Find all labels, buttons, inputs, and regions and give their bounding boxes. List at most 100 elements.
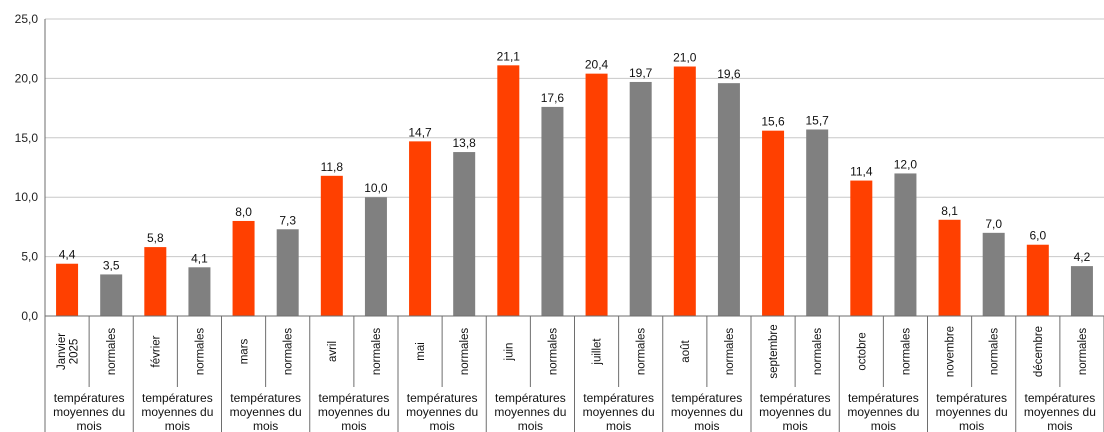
group-label-line: moyennes du (671, 405, 743, 419)
data-label: 14,7 (408, 125, 432, 139)
category-label-line: mai (415, 342, 427, 361)
bar-normal (806, 129, 829, 316)
group-label-line: moyennes du (230, 405, 302, 419)
category-label-line: octobre (856, 332, 868, 370)
group-label-line: mois (253, 419, 278, 432)
category-label-line: normales (194, 328, 206, 376)
group-label: températures moyennes du mois (53, 391, 125, 432)
data-label: 3,5 (103, 258, 120, 272)
category-label: septembre (768, 324, 780, 378)
group-label: températures moyennes du mois (141, 391, 213, 432)
group-label-line: températures (495, 391, 566, 405)
data-label: 4,2 (1074, 250, 1091, 264)
category-label: normales (283, 328, 295, 376)
y-tick-label: 0,0 (21, 309, 38, 323)
data-label: 15,7 (806, 113, 830, 127)
group-label: températures moyennes du mois (936, 391, 1008, 432)
category-label: normales (371, 328, 383, 376)
category-label: juin (503, 343, 515, 362)
category-label-line: mars (239, 338, 251, 364)
bar-measured (938, 219, 961, 316)
group-label-line: moyennes du (583, 405, 655, 419)
group-label: températures moyennes du mois (494, 391, 566, 432)
data-label: 13,8 (453, 136, 477, 150)
category-label-line: normales (636, 328, 648, 376)
category-label: avril (327, 341, 339, 362)
y-tick-label: 20,0 (15, 71, 39, 85)
group-label-line: températures (142, 391, 213, 405)
bar-measured (850, 180, 873, 316)
category-label-line: décembre (1033, 326, 1045, 377)
y-tick-label: 10,0 (15, 190, 39, 204)
category-label: normales (194, 328, 206, 376)
bar-measured (673, 66, 696, 317)
data-label: 15,6 (761, 115, 785, 129)
data-label: 4,1 (191, 251, 208, 265)
group-label: températures moyennes du mois (671, 391, 743, 432)
category-label: mai (415, 342, 427, 361)
bar-measured (409, 141, 432, 316)
bar-normal (894, 173, 917, 316)
category-label: normales (106, 328, 118, 376)
bar-normal (629, 81, 652, 317)
data-label: 11,8 (321, 160, 344, 174)
group-label-line: moyennes du (494, 405, 566, 419)
category-label: normales (900, 328, 912, 376)
group-label-line: températures (1025, 391, 1096, 405)
group-label-line: températures (583, 391, 654, 405)
bar-measured (320, 175, 343, 316)
category-label: normales (459, 328, 471, 376)
category-label-line: normales (989, 328, 1001, 376)
category-label-line: juillet (592, 338, 604, 366)
data-label: 19,7 (629, 66, 653, 80)
category-label: normales (636, 328, 648, 376)
group-label-line: moyennes du (406, 405, 478, 419)
group-label-line: mois (1047, 419, 1072, 432)
bar-normal (1070, 266, 1093, 316)
group-label-line: moyennes du (141, 405, 213, 419)
bar-normal (276, 229, 299, 316)
group-label-line: températures (407, 391, 478, 405)
category-label: octobre (856, 332, 868, 370)
data-label: 7,3 (279, 213, 296, 227)
y-axis-tick-labels: 0,0 5,0 10,0 15,0 20,0 25,0 (15, 12, 39, 323)
bars (56, 65, 1093, 317)
y-tick-label: 5,0 (21, 250, 38, 264)
group-label: températures moyennes du mois (318, 391, 390, 432)
group-label-line: températures (672, 391, 743, 405)
group-label-line: mois (76, 419, 101, 432)
category-label-line: normales (900, 328, 912, 376)
axes (44, 19, 1104, 432)
group-label-line: mois (606, 419, 631, 432)
bar-normal (982, 232, 1005, 316)
data-label: 5,8 (147, 231, 164, 245)
bar-measured (56, 263, 79, 316)
data-label: 10,0 (364, 181, 388, 195)
category-label: normales (989, 328, 1001, 376)
category-label: normales (812, 328, 824, 376)
bar-measured (1026, 244, 1049, 316)
group-label-line: moyennes du (318, 405, 390, 419)
category-label-line: septembre (768, 324, 780, 378)
category-label-line: août (680, 340, 692, 363)
group-label-line: températures (936, 391, 1007, 405)
group-label: températures moyennes du mois (1024, 391, 1096, 432)
group-label-line: moyennes du (1024, 405, 1096, 419)
bar-normal (100, 274, 123, 316)
category-label-line: normales (459, 328, 471, 376)
category-label: normales (1077, 328, 1089, 376)
group-label: températures moyennes du mois (847, 391, 919, 432)
bar-measured (497, 65, 520, 316)
data-label: 21,0 (673, 51, 697, 65)
group-label: températures moyennes du mois (759, 391, 831, 432)
category-label-line: Janvier (56, 333, 68, 370)
group-label-line: températures (848, 391, 919, 405)
group-label-line: températures (230, 391, 301, 405)
data-label: 7,0 (985, 217, 1002, 231)
data-label: 19,6 (717, 67, 741, 81)
group-label-line: températures (760, 391, 831, 405)
category-label: décembre (1033, 326, 1045, 377)
group-label-line: moyennes du (759, 405, 831, 419)
group-label-line: mois (341, 419, 366, 432)
